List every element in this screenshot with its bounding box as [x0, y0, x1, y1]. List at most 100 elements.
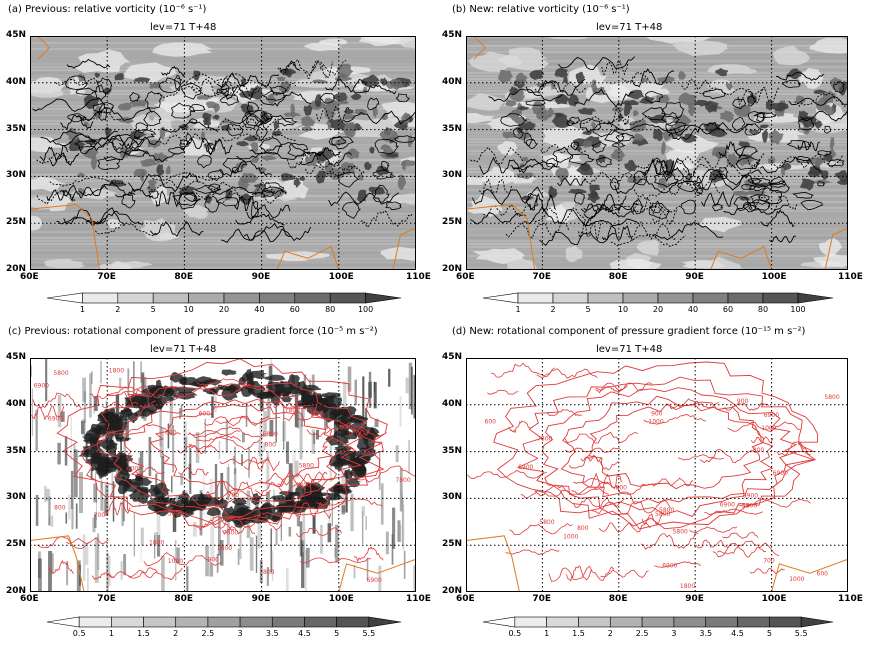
colorbar-label: 2.5 — [635, 629, 649, 638]
colorbar-label: 1 — [108, 629, 114, 638]
contour-label: 1000 — [789, 576, 804, 583]
colorbar-swatch — [175, 616, 209, 628]
colorbar-swatch — [552, 292, 589, 304]
panel-subtitle: lev=71 T+48 — [150, 22, 217, 33]
contour-label: 1000 — [648, 418, 663, 425]
lon-label: 70E — [97, 272, 116, 282]
lon-label: 90E — [251, 594, 271, 604]
lon-label: 80E — [608, 594, 628, 604]
colorbar-swatch — [336, 616, 370, 628]
colorbar-label: 20 — [652, 305, 664, 314]
lat-label: 45N — [442, 30, 463, 40]
colorbar-label: 2 — [607, 629, 613, 638]
lat-label: 20N — [6, 264, 27, 274]
contour-label: 1800 — [217, 545, 232, 552]
contour-label: 5800 — [659, 507, 674, 514]
colorbar-swatch — [797, 292, 834, 304]
colorbar-swatch — [657, 292, 694, 304]
colorbar-swatch — [800, 616, 834, 628]
colorbar-label: 5 — [766, 629, 772, 638]
contour-label: 700 — [228, 492, 240, 499]
colorbar-swatch — [152, 292, 189, 304]
lat-label: 30N — [442, 170, 463, 181]
colorbar-swatch — [111, 616, 144, 628]
contour-label: 800 — [616, 485, 628, 492]
lon-label: 60E — [456, 272, 475, 282]
colorbar-label: 3 — [671, 629, 677, 638]
lat-label: 45N — [6, 352, 27, 362]
contour-label: 900 — [737, 398, 749, 405]
contour-label: 6900 — [367, 577, 382, 584]
lat-label: 25N — [442, 217, 463, 228]
colorbar-swatch — [641, 616, 675, 628]
colorbar-swatch — [546, 616, 579, 628]
lat-label: 40N — [6, 398, 27, 409]
colorbar-label: 100 — [357, 305, 374, 314]
colorbar-swatch — [223, 292, 260, 304]
contour-label: 1800 — [296, 482, 311, 489]
colorbar-label: 5 — [150, 305, 156, 314]
lon-label: 80E — [608, 272, 628, 282]
colorbar-label: 2 — [115, 305, 121, 314]
colorbar-label: 10 — [183, 305, 194, 314]
colorbar-label: 5.5 — [362, 629, 376, 638]
colorbar-swatch — [82, 292, 119, 304]
colorbar-swatch — [271, 616, 305, 628]
lat-label: 35N — [442, 445, 463, 456]
contour-label: 600 — [199, 411, 211, 418]
lon-label: 110E — [838, 272, 863, 282]
colorbar-swatch — [727, 292, 764, 304]
colorbar-swatch — [622, 292, 659, 304]
colorbar-swatch — [239, 616, 273, 628]
colorbar-label: 5 — [334, 629, 340, 638]
colorbar-swatch — [482, 292, 519, 304]
colorbar — [482, 616, 834, 628]
lon-label: 100E — [328, 594, 354, 604]
contour-label: 700 — [312, 410, 324, 417]
lat-label: 30N — [6, 170, 27, 181]
contour-label: 5800 — [299, 463, 314, 470]
lat-label: 40N — [442, 76, 463, 87]
colorbar-swatch — [46, 616, 80, 628]
panel-subtitle: lev=71 T+48 — [596, 344, 663, 355]
colorbar-swatch — [143, 616, 177, 628]
lon-label: 110E — [838, 594, 863, 604]
colorbar-label: 0.5 — [508, 629, 522, 638]
lon-label: 100E — [761, 594, 787, 604]
contour-label: 700 — [94, 512, 106, 519]
lon-label: 110E — [406, 594, 431, 604]
colorbar-swatch — [368, 616, 402, 628]
colorbar-swatch — [517, 292, 554, 304]
lat-label: 20N — [442, 264, 463, 274]
lon-label: 60E — [456, 594, 475, 604]
panel-subtitle: lev=71 T+48 — [150, 344, 217, 355]
colorbar-label: 0.5 — [72, 629, 86, 638]
map-plot — [466, 36, 848, 270]
lon-label: 70E — [532, 272, 552, 282]
contour-label: 5800 — [263, 431, 278, 438]
contour-label: 5800 — [824, 394, 839, 401]
colorbar-label: 1 — [79, 305, 85, 314]
lat-label: 25N — [6, 217, 27, 228]
colorbar-label: 3 — [237, 629, 243, 638]
contour-label: 6900 — [518, 464, 533, 471]
contour-label: 800 — [577, 525, 589, 532]
colorbar-swatch — [46, 292, 83, 304]
colorbar — [482, 292, 834, 304]
lon-label: 60E — [20, 272, 39, 282]
colorbar-swatch — [329, 292, 366, 304]
colorbar-swatch — [294, 292, 331, 304]
map-plot: 1800 6900 6900 7800 1800 1800 7800 1800 800 600 70… — [30, 358, 416, 592]
contour-label: 5800 — [539, 519, 554, 526]
colorbar-label: 20 — [218, 305, 230, 314]
lat-label: 20N — [442, 586, 463, 596]
colorbar-swatch — [304, 616, 337, 628]
contour-label: 900 — [651, 411, 663, 418]
contour-label: 1800 — [149, 539, 164, 546]
contour-label: 6900 — [662, 563, 677, 570]
colorbar-label: 80 — [757, 305, 769, 314]
lon-label: 90E — [685, 594, 704, 604]
contour-label: 5800 — [53, 370, 68, 377]
contour-label: 800 — [753, 447, 765, 454]
contour-label: 6900 — [764, 412, 779, 419]
